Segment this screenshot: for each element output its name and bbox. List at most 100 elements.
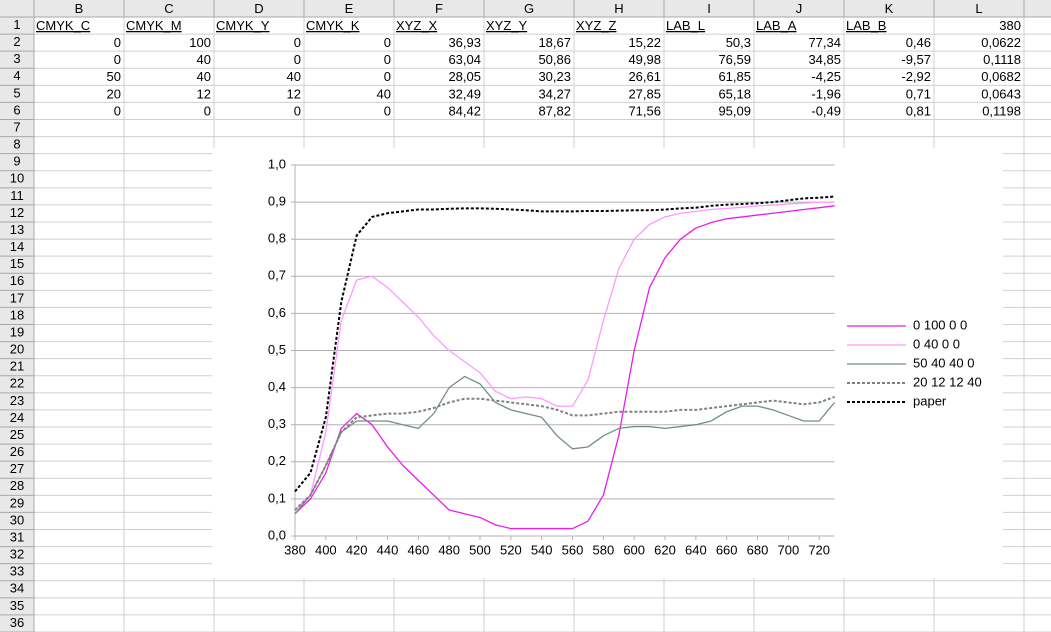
row-number: 13 [10, 222, 24, 237]
y-tick-label: 0,1 [268, 490, 286, 505]
cell: 84,42 [448, 103, 481, 118]
row-number: 7 [13, 119, 20, 134]
cell: 100 [189, 35, 211, 50]
cell: 26,61 [628, 69, 661, 84]
cell: 0,0643 [981, 86, 1021, 101]
row-number: 4 [13, 68, 20, 83]
x-tick-label: 600 [623, 542, 645, 557]
series-line [294, 205, 835, 530]
cell: 63,04 [448, 52, 481, 67]
cell: 0,81 [906, 103, 931, 118]
cell: 0 [204, 103, 211, 118]
cell: 34,27 [538, 86, 571, 101]
row-number: 21 [10, 359, 24, 374]
cell: 40 [197, 52, 211, 67]
row-number: 36 [10, 615, 24, 630]
cell: 0 [384, 69, 391, 84]
column-letter: D [254, 1, 263, 16]
series-line [294, 375, 836, 515]
cell: 32,49 [448, 86, 481, 101]
row-number: 1 [13, 17, 20, 32]
cell: 65,18 [718, 86, 751, 101]
x-tick-label: 700 [777, 542, 799, 557]
cell: 71,56 [628, 103, 661, 118]
row-number: 20 [10, 342, 24, 357]
cell: 77,34 [808, 35, 841, 50]
column-letter: E [345, 1, 354, 16]
y-tick-label: 0,7 [268, 268, 286, 283]
row-number: 28 [10, 478, 24, 493]
cell: 20 [107, 86, 121, 101]
cell: 95,09 [718, 103, 751, 118]
cell: 0 [114, 52, 121, 67]
cell: XYZ_X [396, 18, 438, 33]
cell: 0 [294, 103, 301, 118]
y-tick-label: 0,6 [268, 305, 286, 320]
cell: 40 [287, 69, 301, 84]
cell: 28,05 [448, 69, 481, 84]
cell: -9,57 [901, 52, 931, 67]
cell: 50,86 [538, 52, 571, 67]
cell: 12 [197, 86, 211, 101]
series-line [294, 395, 835, 511]
cell: 0 [114, 35, 121, 50]
row-number: 18 [10, 307, 24, 322]
cell: CMYK_K [306, 18, 360, 33]
legend-label: 50 40 40 0 [913, 355, 974, 370]
row-number: 23 [10, 393, 24, 408]
row-number: 14 [10, 239, 24, 254]
row-number: 9 [13, 154, 20, 169]
row-number: 5 [13, 85, 20, 100]
x-tick-label: 500 [469, 542, 491, 557]
column-letter: H [614, 1, 623, 16]
column-letter: I [707, 1, 711, 16]
cell: CMYK_Y [216, 18, 270, 33]
row-number: 32 [10, 547, 24, 562]
cell: 50,3 [726, 35, 751, 50]
column-header-bar [0, 0, 1051, 17]
x-tick-label: 660 [716, 542, 738, 557]
cell: 0 [384, 52, 391, 67]
cell: XYZ_Z [576, 18, 617, 33]
x-tick-label: 680 [747, 542, 769, 557]
row-number: 12 [10, 205, 24, 220]
cell: 12 [287, 86, 301, 101]
column-letter: F [435, 1, 443, 16]
row-number: 31 [10, 529, 24, 544]
x-tick-label: 540 [531, 542, 553, 557]
row-number: 27 [10, 461, 24, 476]
cell: -4,25 [811, 69, 841, 84]
cell: -0,49 [811, 103, 841, 118]
cell: 36,93 [448, 35, 481, 50]
row-number: 25 [10, 427, 24, 442]
x-tick-label: 620 [654, 542, 676, 557]
row-number: 35 [10, 598, 24, 613]
x-tick-label: 640 [685, 542, 707, 557]
row-header-bar [0, 0, 34, 632]
chart: 0,0 0,1 0,2 0,3 0,4 0,5 0,6 0,7 0,8 0,9 1,0 380 400 4… [212, 148, 1003, 578]
x-tick-label: 440 [377, 542, 399, 557]
x-tick-label: 460 [407, 542, 429, 557]
cell: 15,22 [628, 35, 661, 50]
x-tick-label: 480 [438, 542, 460, 557]
x-tick-label: 560 [562, 542, 584, 557]
cell: 27,85 [628, 86, 661, 101]
cell: LAB_L [666, 18, 705, 33]
cell: 76,59 [718, 52, 751, 67]
cell: 40 [197, 69, 211, 84]
y-tick-label: 0,9 [268, 194, 286, 209]
cell: 0,71 [906, 86, 931, 101]
row-number: 33 [10, 564, 24, 579]
cell: CMYK_C [36, 18, 90, 33]
row-number: 2 [13, 34, 20, 49]
row-number: 8 [13, 137, 20, 152]
y-tick-label: 0,4 [268, 379, 286, 394]
y-tick-label: 0,3 [268, 416, 286, 431]
x-tick-label: 400 [315, 542, 337, 557]
row-number: 19 [10, 324, 24, 339]
row-number: 6 [13, 102, 20, 117]
chart-area [212, 148, 1003, 578]
legend-label: 0 100 0 0 [913, 317, 967, 332]
legend-label: 20 12 12 40 [913, 374, 982, 389]
